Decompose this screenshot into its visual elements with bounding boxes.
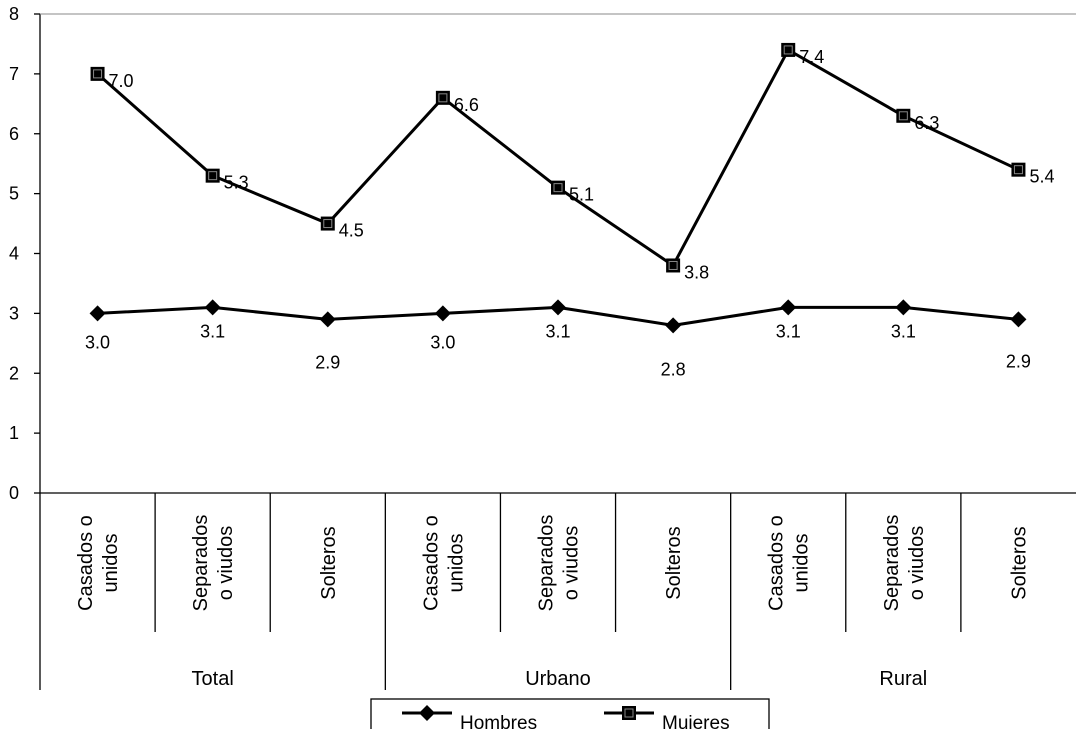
legend-label: Hombres bbox=[460, 713, 537, 729]
data-point bbox=[665, 317, 682, 334]
data-point bbox=[1011, 162, 1026, 177]
data-label: 2.9 bbox=[315, 352, 340, 372]
x-category-label-line: unidos bbox=[791, 534, 813, 593]
data-label: 5.4 bbox=[1029, 167, 1054, 187]
y-tick-label: 7 bbox=[9, 64, 19, 84]
x-category-label: Casados o unidos bbox=[420, 515, 467, 611]
x-category-label-line: Solteros bbox=[318, 526, 340, 599]
series-hombres: 3.0 3.1 2.9 3.0 3.1 2.8 3.1 3.1 2.9 bbox=[85, 299, 1031, 379]
x-category-label: Casados o unidos bbox=[75, 515, 122, 611]
x-category-label: Separados o viudos bbox=[536, 515, 583, 612]
legend-item-hombres: Hombres bbox=[402, 705, 537, 729]
x-category-label: Solteros bbox=[1008, 526, 1030, 599]
x-category-label-line: Solteros bbox=[1008, 526, 1030, 599]
legend: Hombres Mujeres bbox=[370, 698, 770, 729]
data-point bbox=[319, 311, 336, 328]
x-group-label: Total bbox=[192, 668, 234, 690]
x-category-label-line: Solteros bbox=[663, 526, 685, 599]
data-label: 6.6 bbox=[454, 95, 479, 115]
x-axis-groups: Total Urbano Rural bbox=[192, 668, 928, 690]
data-label: 5.1 bbox=[569, 185, 594, 205]
legend-item-mujeres: Mujeres bbox=[604, 706, 730, 729]
x-category-label-line: Casados o bbox=[75, 515, 97, 611]
y-tick-label: 6 bbox=[9, 124, 19, 144]
legend-marker bbox=[622, 706, 636, 720]
data-point-highlight bbox=[438, 93, 448, 103]
data-label: 7.0 bbox=[109, 71, 134, 91]
data-label: 3.1 bbox=[776, 321, 801, 341]
x-category-label-line: unidos bbox=[445, 534, 467, 593]
data-point bbox=[781, 42, 796, 57]
series-line bbox=[96, 48, 1020, 267]
data-point bbox=[550, 299, 566, 316]
x-group-label: Urbano bbox=[525, 668, 591, 690]
data-point bbox=[204, 299, 221, 316]
data-point bbox=[320, 216, 335, 231]
data-label: 5.3 bbox=[224, 173, 249, 193]
data-point bbox=[90, 66, 105, 81]
data-point-highlight bbox=[1013, 165, 1023, 175]
data-label: 3.1 bbox=[545, 321, 570, 341]
data-label: 2.9 bbox=[1006, 351, 1031, 371]
series-layer: 3.0 3.1 2.9 3.0 3.1 2.8 3.1 3.1 2.9 7.0 5.3 4.5 6.6 5… bbox=[85, 42, 1054, 379]
x-category-label-line: Separados bbox=[881, 515, 903, 612]
x-category-label: Solteros bbox=[318, 526, 340, 599]
data-point bbox=[1010, 311, 1027, 328]
data-point-highlight bbox=[208, 171, 218, 181]
data-point bbox=[89, 305, 106, 322]
y-tick-label: 2 bbox=[9, 363, 19, 383]
data-point bbox=[551, 180, 565, 195]
data-point bbox=[205, 168, 220, 183]
x-category-label-line: o viudos bbox=[561, 526, 583, 601]
data-point bbox=[435, 90, 450, 105]
y-tick-label: 8 bbox=[9, 4, 19, 24]
data-label: 6.3 bbox=[914, 113, 939, 133]
data-point bbox=[780, 299, 797, 316]
y-tick-label: 4 bbox=[9, 244, 19, 264]
data-label: 4.5 bbox=[339, 221, 364, 241]
data-label: 3.0 bbox=[85, 332, 110, 352]
legend-marker-highlight bbox=[624, 708, 634, 718]
x-category-label: Separados o viudos bbox=[190, 515, 237, 612]
y-tick-label: 1 bbox=[9, 423, 19, 443]
data-point-highlight bbox=[93, 69, 103, 79]
y-tick-label: 0 bbox=[9, 483, 19, 503]
data-point-highlight bbox=[783, 45, 793, 55]
x-category-label-line: Casados o bbox=[766, 515, 788, 611]
data-point bbox=[666, 258, 681, 273]
data-label: 3.8 bbox=[684, 262, 709, 282]
data-point-highlight bbox=[898, 111, 908, 121]
x-group-label: Rural bbox=[879, 668, 927, 690]
x-category-label: Casados o unidos bbox=[766, 515, 813, 611]
data-label: 3.0 bbox=[430, 332, 455, 352]
x-category-label: Separados o viudos bbox=[881, 515, 928, 612]
data-point bbox=[896, 108, 911, 123]
data-point bbox=[434, 305, 451, 322]
data-label: 2.8 bbox=[661, 359, 686, 379]
legend-label: Mujeres bbox=[662, 713, 730, 729]
data-label: 7.4 bbox=[799, 47, 824, 67]
axes bbox=[39, 13, 1076, 690]
x-axis-categories: Casados o unidos Separados o viudos Solteros… bbox=[75, 493, 1030, 690]
legend-marker bbox=[419, 705, 435, 721]
x-category-label: Solteros bbox=[663, 526, 685, 599]
data-label: 3.1 bbox=[891, 321, 916, 341]
x-category-label-line: Casados o bbox=[420, 515, 442, 611]
data-point bbox=[895, 299, 912, 316]
y-tick-label: 5 bbox=[9, 184, 19, 204]
x-category-label-line: o viudos bbox=[215, 526, 237, 601]
y-tick-label: 3 bbox=[9, 303, 19, 323]
x-category-label-line: Separados bbox=[190, 515, 212, 612]
data-point-highlight bbox=[323, 219, 333, 229]
data-label: 3.1 bbox=[200, 321, 225, 341]
data-point-highlight bbox=[553, 183, 563, 193]
series-mujeres: 7.0 5.3 4.5 6.6 5.1 3.8 7.4 6.3 5.4 bbox=[90, 42, 1054, 282]
x-category-label-line: unidos bbox=[100, 534, 122, 593]
x-category-label-line: o viudos bbox=[906, 526, 928, 601]
y-axis-ticks: 0 1 2 3 4 5 6 7 8 bbox=[9, 4, 40, 503]
data-point-highlight bbox=[668, 260, 678, 270]
x-category-label-line: Separados bbox=[536, 515, 558, 612]
